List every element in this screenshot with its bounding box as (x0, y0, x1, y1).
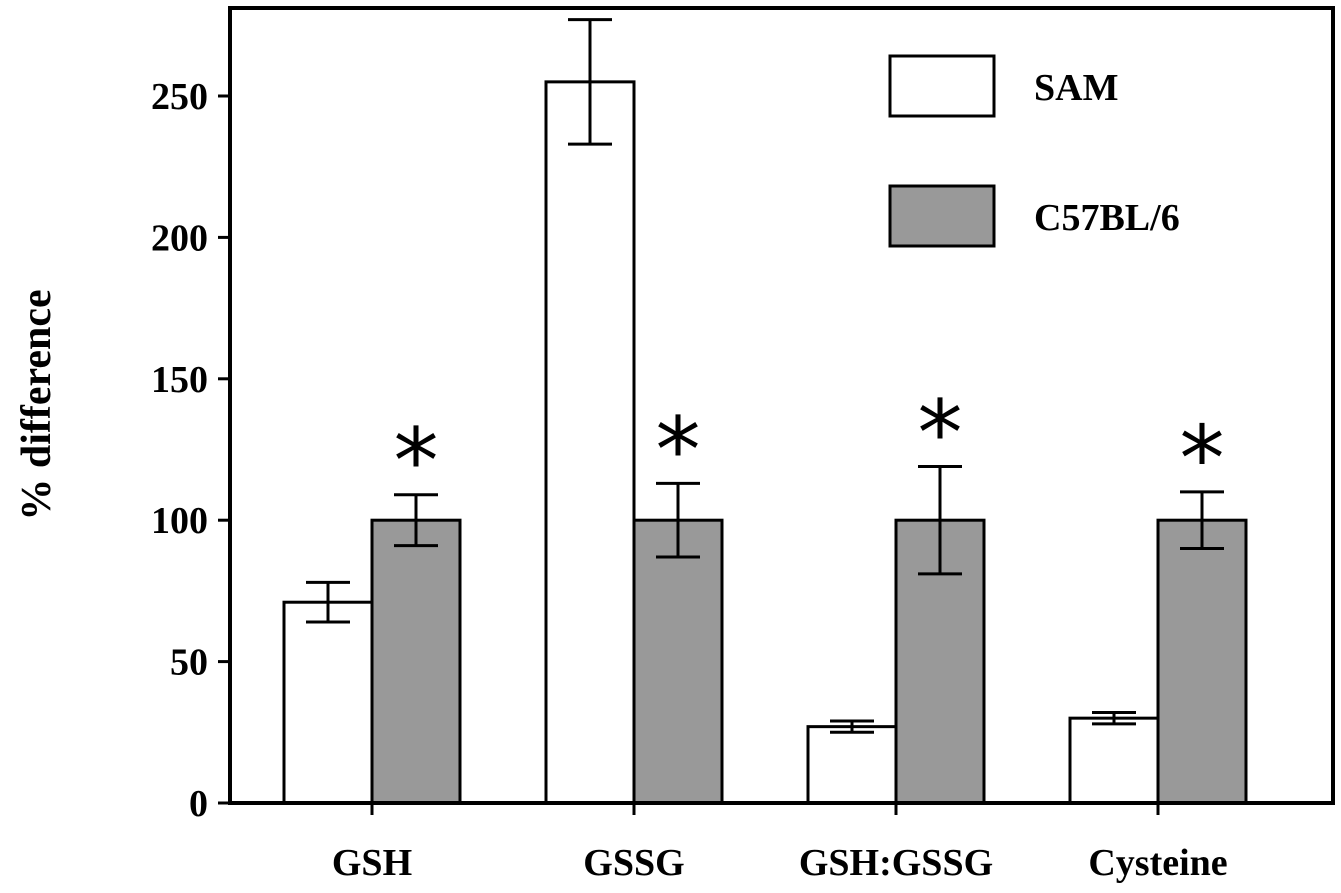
significance-markers-layer: * * * * (394, 381, 1225, 514)
significance-marker: * (918, 381, 963, 486)
plot-frame (228, 6, 1335, 805)
y-tick-label: 0 (189, 783, 208, 825)
y-tick-label: 100 (151, 500, 208, 542)
bar-sam-2 (806, 725, 898, 805)
significance-marker: * (1180, 407, 1225, 512)
legend-label-sam: SAM (1034, 67, 1118, 109)
legend-swatch-sam (888, 54, 996, 118)
legend-swatch-c57bl6 (888, 184, 996, 248)
significance-marker: * (656, 398, 701, 503)
bar-c57bl6-3 (1156, 518, 1248, 805)
x-axis: GSH GSSG GSH:GSSG Cysteine (332, 803, 1228, 884)
bar-c57bl6-1 (632, 518, 724, 805)
x-tick-label: GSH (332, 842, 412, 884)
y-tick-label: 250 (151, 76, 208, 118)
y-tick-label: 150 (151, 359, 208, 401)
bar-sam-3 (1068, 716, 1160, 805)
x-tick-label: Cysteine (1088, 842, 1227, 884)
significance-marker: * (394, 410, 439, 515)
bar-c57bl6-0 (370, 518, 462, 805)
y-axis: 0 50 100 150 200 250 (151, 76, 230, 825)
bar-sam-0 (282, 600, 374, 805)
bar-sam-1 (544, 80, 636, 805)
x-tick-label: GSH:GSSG (799, 842, 993, 884)
x-tick-label: GSSG (583, 842, 684, 884)
error-bars-layer (306, 18, 1224, 734)
y-axis-label: % difference (14, 289, 60, 520)
legend-label-c57bl6: C57BL/6 (1034, 197, 1180, 239)
y-tick-label: 50 (170, 642, 208, 684)
legend: SAM C57BL/6 (888, 54, 1180, 248)
y-tick-label: 200 (151, 217, 208, 259)
